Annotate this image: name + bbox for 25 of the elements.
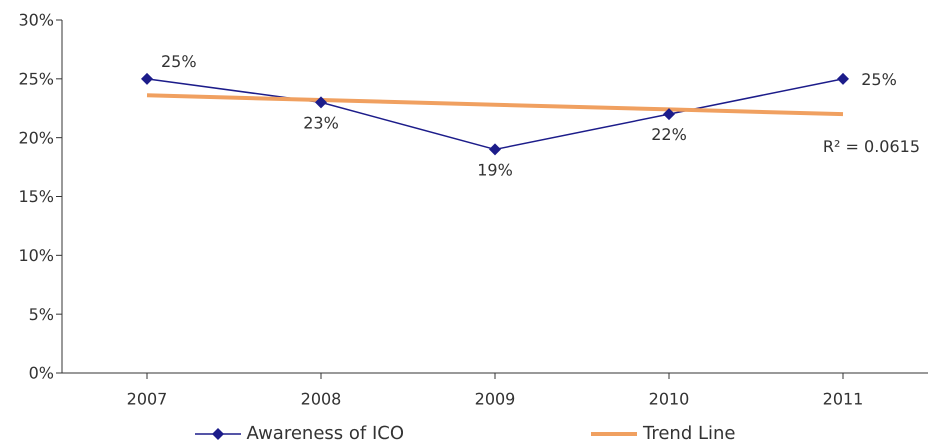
annotation: R² = 0.0615 — [822, 137, 920, 156]
point — [315, 96, 327, 108]
y-tick-label: 25% — [18, 70, 54, 89]
point — [141, 72, 153, 85]
data-label: 22% — [651, 125, 687, 144]
data-label: 25% — [161, 52, 197, 71]
point — [837, 72, 849, 85]
x-tick-label: 2007 — [126, 389, 168, 408]
y-tick-label: 20% — [18, 128, 54, 148]
data-label: 19% — [477, 160, 513, 180]
x-tick-label: 2010 — [648, 389, 690, 408]
y-tick-label: 15% — [18, 187, 54, 206]
legend-label: Trend Line — [643, 423, 736, 444]
point — [663, 108, 675, 120]
x-tick-label: 2009 — [474, 389, 516, 408]
x-tick-label: 2008 — [300, 389, 342, 408]
x-tick-label: 2011 — [822, 389, 864, 408]
y-tick-label: 5% — [28, 304, 54, 324]
data-label: 25% — [861, 70, 897, 89]
legend-label: Awareness of ICO — [246, 423, 404, 444]
y-tick-label: 30% — [18, 10, 54, 30]
point — [489, 143, 501, 156]
data-label: 23% — [303, 113, 339, 132]
y-tick-label: 0% — [28, 364, 54, 383]
y-tick-label: 10% — [18, 246, 54, 266]
